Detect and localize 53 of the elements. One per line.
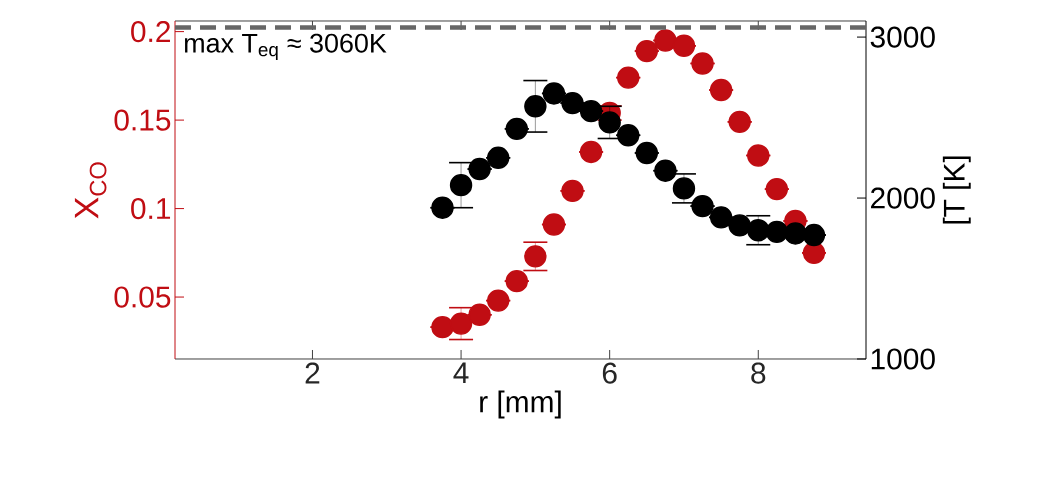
x-tick-label: 8 <box>751 362 766 384</box>
y-tick-label: 0.15 <box>114 109 171 131</box>
point <box>709 78 733 102</box>
point <box>802 241 826 265</box>
point <box>468 303 491 326</box>
x-tick-label: 2 <box>305 362 320 384</box>
y-axis-title: X$_{CO}$ <box>74 162 107 219</box>
point <box>709 206 733 229</box>
point <box>487 289 510 312</box>
point <box>505 117 528 141</box>
point <box>654 29 677 52</box>
point <box>747 144 770 167</box>
point <box>468 157 491 181</box>
point <box>431 196 454 219</box>
y2-tick-label: 1000 <box>871 348 935 370</box>
point <box>802 223 826 247</box>
point <box>449 173 473 197</box>
y-tick-label: 0.2 <box>131 21 170 43</box>
point <box>728 214 751 237</box>
point <box>635 39 659 63</box>
point <box>617 66 640 89</box>
y-tick-label: 0.05 <box>114 286 171 308</box>
point <box>617 124 640 147</box>
x-tick-label: 4 <box>453 362 469 384</box>
point <box>505 269 528 293</box>
point <box>542 213 566 236</box>
point <box>561 179 584 203</box>
point <box>635 141 659 165</box>
point <box>561 91 584 115</box>
x-tick-label: 6 <box>602 362 617 384</box>
point <box>765 220 789 244</box>
point <box>431 315 454 339</box>
point <box>542 82 566 105</box>
point <box>691 194 714 218</box>
y2-tick-label: 3000 <box>870 26 935 48</box>
point <box>728 110 751 134</box>
point <box>487 146 510 170</box>
point <box>765 177 789 201</box>
y2-axis-title: [T [K] <box>942 156 971 224</box>
y2-tick-label: 2000 <box>871 187 935 209</box>
point <box>449 312 473 335</box>
x-axis-title: r [mm] <box>480 390 561 419</box>
point <box>747 219 770 242</box>
ref-line-label: max T$_{eq}$ ≈ 3060K <box>184 33 387 61</box>
point <box>524 95 547 118</box>
y-tick-label: 0.1 <box>131 197 171 220</box>
point <box>598 111 621 134</box>
point <box>784 222 807 245</box>
point <box>579 99 603 123</box>
point <box>691 52 714 75</box>
point <box>579 140 603 164</box>
point <box>654 159 677 182</box>
point <box>672 34 696 57</box>
